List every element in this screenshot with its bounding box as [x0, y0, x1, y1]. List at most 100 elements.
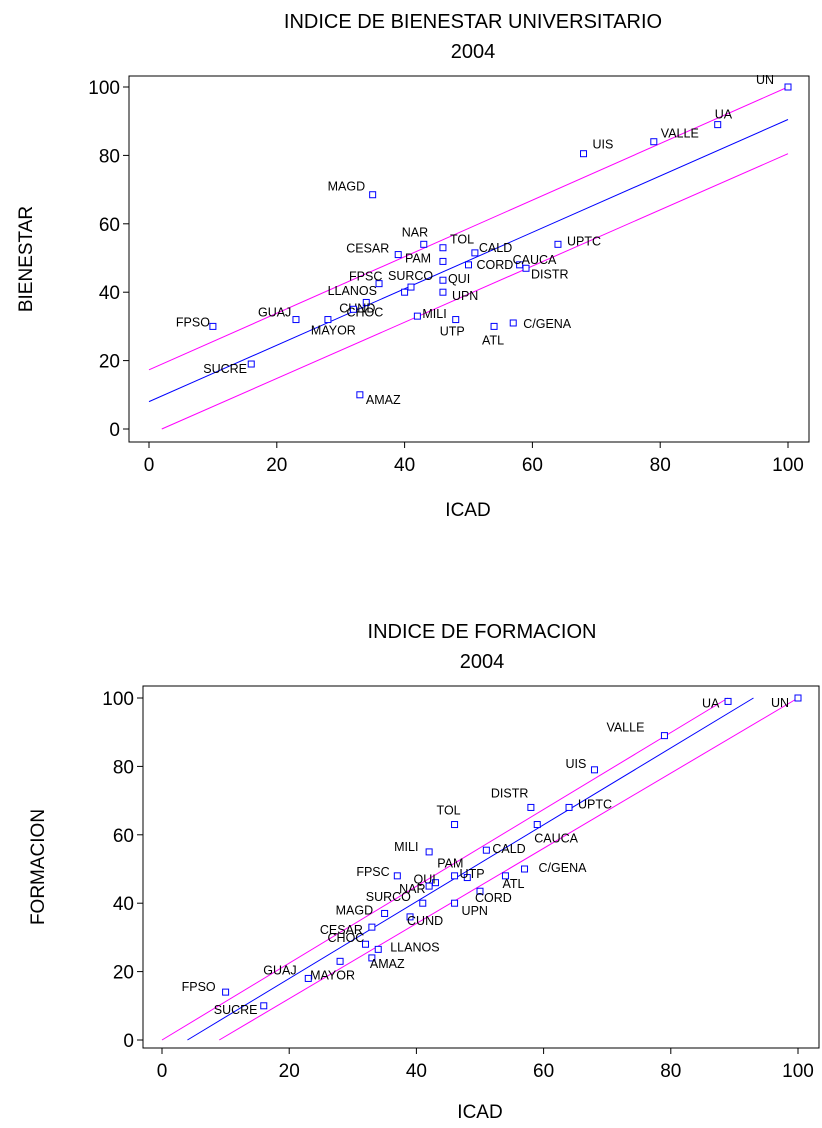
- data-points: UN UA VALLE UIS DISTR UPTC TOL CAUCA MILI CALD PAM…: [182, 694, 802, 1017]
- point-label: C/GENA: [539, 861, 588, 875]
- point-label: NAR: [402, 225, 428, 239]
- data-point: [425, 882, 433, 890]
- point-label: VALLE: [606, 721, 644, 735]
- point-label: UPTC: [578, 797, 612, 811]
- point-label: UTP: [460, 867, 485, 881]
- formacion-chart: INDICE DE FORMACION 2004 0 20 40 60 80 100 0 20…: [28, 621, 820, 1123]
- data-point: [362, 298, 370, 306]
- x-tick-label: 60: [522, 455, 543, 476]
- point-label: TOL: [450, 233, 474, 247]
- point-label: FPSO: [176, 315, 210, 329]
- point-label: LLANOS: [328, 284, 377, 298]
- x-tick-label: 80: [660, 1061, 681, 1082]
- data-point: [784, 83, 792, 91]
- chart-title: INDICE DE FORMACION: [368, 621, 597, 643]
- data-point: [471, 249, 479, 257]
- point-label: CORD: [475, 891, 512, 905]
- data-point: [521, 865, 529, 873]
- y-tick-label: 100: [102, 689, 134, 710]
- y-tick-label: 60: [113, 826, 134, 847]
- y-tick-label: 40: [113, 894, 134, 915]
- data-point: [439, 257, 447, 265]
- point-label: C/GENA: [523, 317, 572, 331]
- data-point: [533, 821, 541, 829]
- data-point: [580, 150, 588, 158]
- lower-band-line: [218, 697, 799, 1041]
- point-label: SURCO: [366, 890, 411, 904]
- chart-subtitle: 2004: [460, 651, 505, 673]
- data-point: [451, 821, 459, 829]
- x-axis-label: ICAD: [445, 500, 490, 521]
- plot-frame: [142, 685, 820, 1049]
- data-point: [501, 872, 509, 880]
- point-label: CAUCA: [513, 253, 557, 267]
- point-label: UTP: [440, 325, 465, 339]
- x-tick-label: 100: [782, 1061, 814, 1082]
- x-tick-label: 40: [406, 1061, 427, 1082]
- data-point: [209, 322, 217, 330]
- point-label: MAGD: [328, 180, 366, 194]
- data-point: [304, 974, 312, 982]
- axis-ticks: 0 20 40 60 80 100 0 20 40 60 80 100: [102, 689, 814, 1082]
- data-point: [490, 322, 498, 330]
- data-point: [394, 251, 402, 259]
- point-label: UA: [702, 696, 720, 710]
- data-point: [794, 694, 802, 702]
- point-label: UN: [756, 73, 774, 87]
- point-label: AMAZ: [370, 957, 405, 971]
- data-point: [381, 909, 389, 917]
- data-point: [660, 732, 668, 740]
- data-point: [465, 261, 472, 269]
- data-point: [292, 316, 300, 324]
- data-point: [509, 319, 517, 327]
- point-label: CHOC: [328, 931, 365, 945]
- data-points: UN UA UIS VALLE MAGD NAR TOL CESAR CALD UPTC PAM CA…: [176, 73, 792, 407]
- point-label: UPTC: [567, 234, 601, 248]
- point-label: ATL: [482, 333, 504, 347]
- data-point: [425, 848, 433, 856]
- y-tick-label: 80: [113, 757, 134, 778]
- point-label: CAUCA: [534, 832, 578, 846]
- point-label: FPSO: [182, 980, 216, 994]
- plot-frame: [128, 75, 810, 443]
- data-point: [650, 138, 658, 146]
- point-label: ATL: [502, 877, 524, 891]
- point-label: MAGD: [336, 903, 374, 917]
- point-label: FPSC: [349, 270, 382, 284]
- upper-band-line: [161, 697, 729, 1041]
- point-label: MILI: [422, 307, 446, 321]
- x-tick-label: 20: [266, 455, 287, 476]
- data-point: [482, 846, 490, 854]
- point-label: UIS: [593, 138, 614, 152]
- y-tick-label: 60: [99, 215, 120, 236]
- point-label: SUCRE: [214, 1003, 258, 1017]
- x-tick-label: 80: [650, 455, 671, 476]
- data-point: [724, 697, 732, 705]
- point-label: CHOC: [346, 305, 383, 319]
- chart-subtitle: 2004: [451, 41, 496, 63]
- point-label: UPN: [462, 904, 488, 918]
- bienestar-chart: INDICE DE BIENESTAR UNIVERSITARIO 2004 0…: [16, 11, 810, 521]
- point-label: CALD: [479, 241, 512, 255]
- data-point: [247, 360, 255, 368]
- y-axis-label: FORMACION: [28, 809, 49, 925]
- data-point: [463, 874, 471, 882]
- data-point: [714, 121, 722, 129]
- y-tick-label: 0: [123, 1031, 134, 1052]
- fit-line: [187, 697, 754, 1041]
- data-point: [452, 316, 460, 324]
- point-label: MAYOR: [310, 968, 355, 982]
- x-tick-label: 40: [394, 455, 415, 476]
- data-point: [554, 240, 562, 248]
- data-point: [565, 803, 573, 811]
- point-label: MAYOR: [311, 324, 356, 338]
- point-label: UPN: [452, 289, 478, 303]
- data-point: [374, 945, 382, 953]
- chart-title: INDICE DE BIENESTAR UNIVERSITARIO: [284, 11, 662, 33]
- point-label: FPSC: [356, 865, 389, 879]
- point-label: LLANOS: [390, 940, 439, 954]
- point-label: UA: [715, 108, 733, 122]
- data-point: [439, 244, 447, 252]
- y-tick-label: 20: [99, 352, 120, 373]
